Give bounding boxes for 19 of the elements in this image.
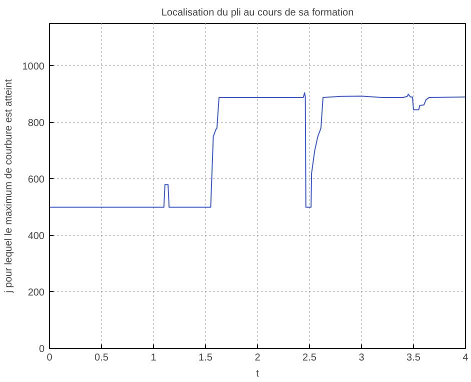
y-tick-label: 0	[38, 344, 45, 355]
x-tick-label: 4	[462, 352, 469, 364]
line-series	[50, 92, 466, 208]
x-tick-label: 1	[150, 352, 157, 364]
x-tick-label: 0.5	[94, 352, 109, 364]
x-axis-title: t	[256, 368, 260, 380]
y-tick-label: 600	[28, 174, 45, 186]
chart-title: Localisation du pli au cours de sa formation	[161, 8, 354, 18]
x-tick-label: 0	[46, 352, 53, 364]
y-axis-title: j pour lequel le maximum de courbure est atteint	[3, 79, 14, 294]
x-tick-label: 1.5	[198, 352, 213, 364]
y-tick-label: 800	[28, 118, 45, 129]
x-tick-label: 3.5	[406, 352, 421, 364]
y-tick-label: 200	[28, 287, 45, 298]
y-tick-label: 1000	[22, 61, 45, 72]
x-tick-label: 2.5	[302, 352, 317, 364]
x-tick-label: 2	[254, 352, 261, 364]
y-tick-label: 400	[28, 230, 45, 242]
x-tick-label: 3	[358, 352, 365, 364]
